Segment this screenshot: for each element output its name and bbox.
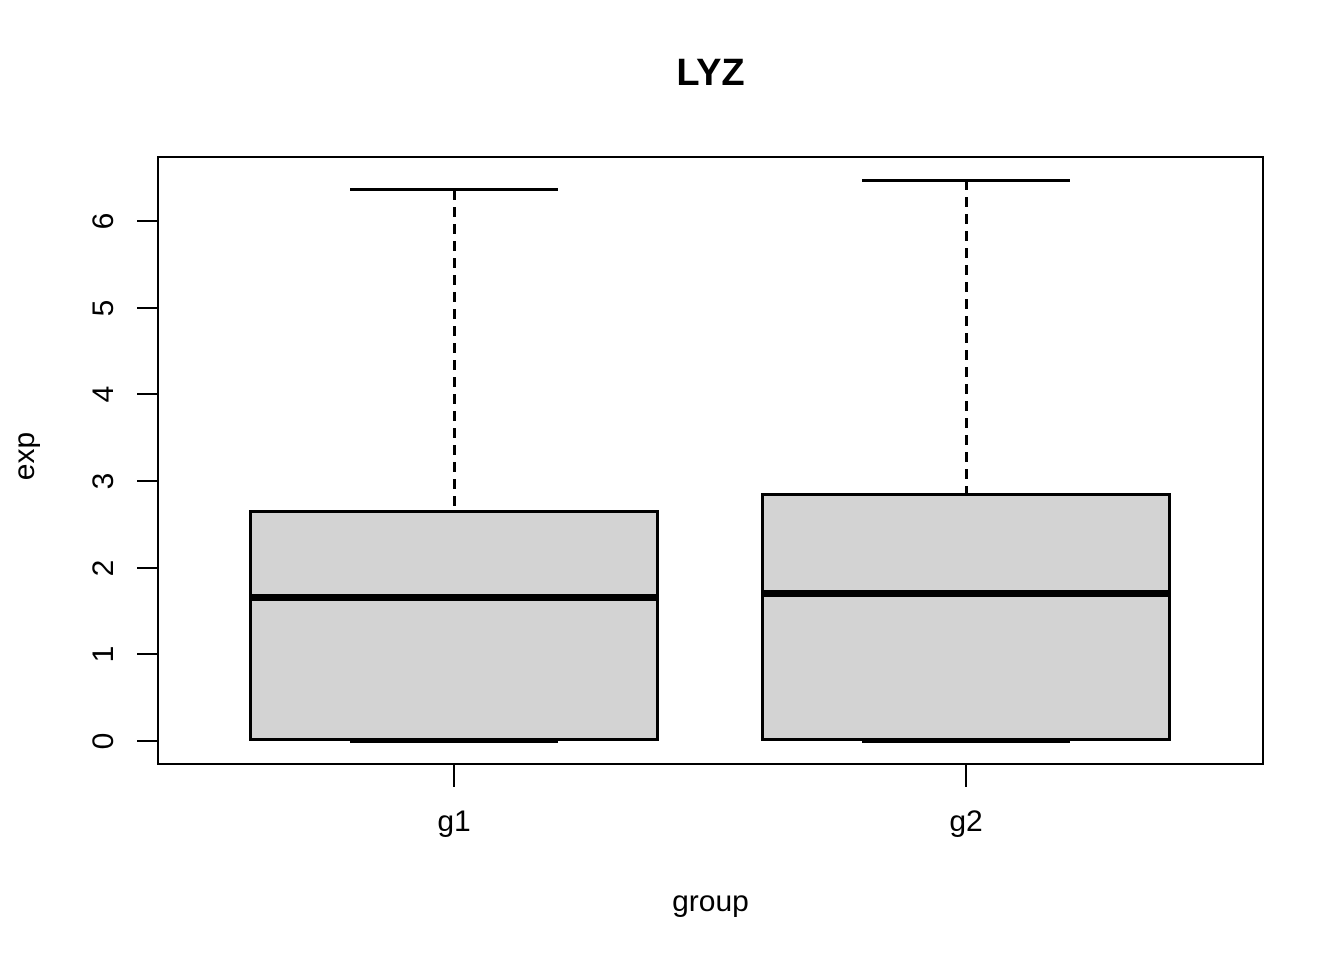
y-tick — [137, 740, 157, 742]
y-tick — [137, 479, 157, 482]
y-axis-label: exp — [8, 431, 41, 481]
box-g1 — [249, 510, 659, 741]
whisker-cap-g2 — [862, 178, 1070, 182]
y-tick-label: 4 — [87, 385, 120, 403]
x-tick — [453, 765, 455, 787]
x-tick-label: g2 — [949, 805, 983, 838]
y-tick-label: 2 — [87, 559, 120, 576]
chart-title: LYZ — [676, 52, 745, 94]
x-tick — [965, 765, 967, 787]
whisker-cap-low-g1 — [350, 739, 558, 743]
y-tick-label: 3 — [87, 472, 120, 490]
median-line-g2 — [761, 590, 1171, 598]
y-tick-label: 1 — [87, 645, 120, 663]
whisker-cap-low-g2 — [862, 739, 1070, 743]
y-tick-label: 6 — [87, 212, 120, 230]
median-line-g1 — [249, 593, 659, 601]
y-tick — [137, 566, 157, 569]
y-tick — [137, 306, 157, 309]
whisker-line-g1 — [452, 189, 456, 511]
y-tick — [137, 219, 157, 222]
x-axis-label: group — [672, 885, 749, 918]
y-tick-label: 0 — [87, 732, 120, 750]
y-tick — [137, 393, 157, 396]
y-tick — [137, 653, 157, 656]
whisker-line-g2 — [964, 180, 968, 494]
y-tick-label: 5 — [87, 299, 120, 316]
box-g2 — [761, 493, 1171, 741]
whisker-cap-g1 — [350, 188, 558, 192]
x-tick-label: g1 — [437, 805, 471, 838]
